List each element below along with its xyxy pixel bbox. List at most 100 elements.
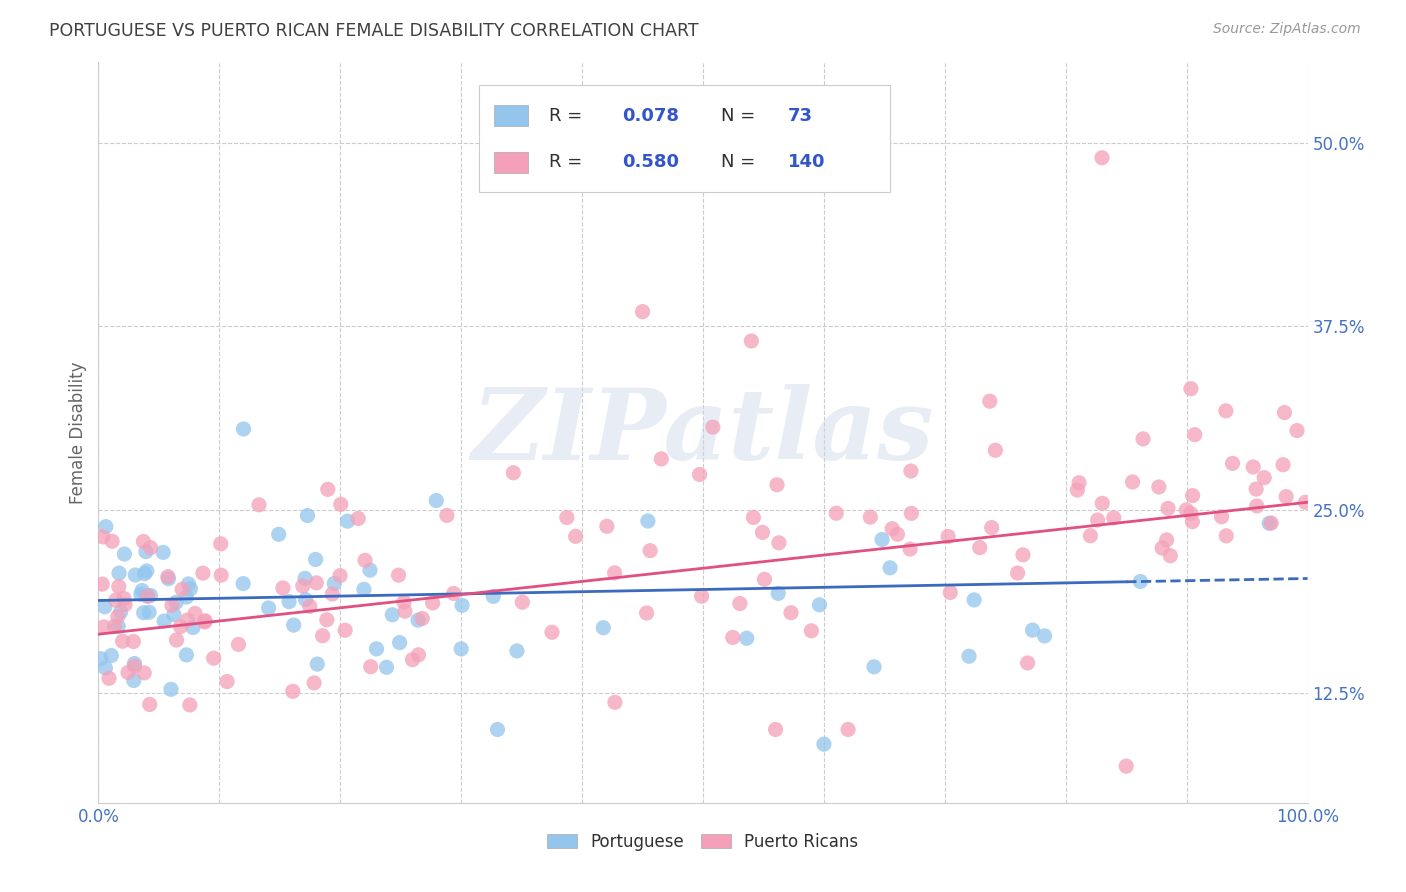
Point bbox=[163, 607, 186, 622]
Point bbox=[91, 530, 114, 544]
Point bbox=[165, 595, 187, 609]
Point bbox=[135, 589, 157, 603]
Point bbox=[321, 587, 343, 601]
Point bbox=[157, 572, 180, 586]
Point bbox=[160, 682, 183, 697]
Point bbox=[1017, 656, 1039, 670]
Point bbox=[1066, 483, 1088, 497]
Point bbox=[302, 676, 325, 690]
Text: 0.078: 0.078 bbox=[621, 107, 679, 125]
Point bbox=[179, 582, 201, 596]
Point bbox=[304, 552, 326, 566]
Point bbox=[1222, 456, 1244, 470]
Text: 73: 73 bbox=[787, 107, 813, 125]
Text: ZIPatlas: ZIPatlas bbox=[472, 384, 934, 481]
Point bbox=[882, 522, 904, 536]
Point bbox=[177, 577, 200, 591]
Point bbox=[1147, 480, 1170, 494]
Point bbox=[898, 542, 921, 557]
Point bbox=[1253, 470, 1275, 484]
Point bbox=[1067, 475, 1090, 490]
Point bbox=[1007, 566, 1029, 580]
Point bbox=[232, 576, 254, 591]
Point bbox=[381, 607, 404, 622]
Point bbox=[780, 606, 803, 620]
Point bbox=[702, 420, 724, 434]
Point bbox=[267, 527, 290, 541]
Point bbox=[209, 568, 232, 582]
Point bbox=[323, 576, 346, 591]
Point bbox=[768, 536, 790, 550]
Point bbox=[298, 599, 321, 614]
Text: N =: N = bbox=[721, 153, 761, 171]
Point bbox=[631, 304, 654, 318]
Point bbox=[110, 605, 132, 619]
Point bbox=[333, 624, 356, 638]
Point bbox=[1132, 432, 1154, 446]
Point bbox=[354, 553, 377, 567]
Point bbox=[1275, 490, 1298, 504]
Point bbox=[194, 614, 217, 628]
Point bbox=[482, 590, 505, 604]
Point bbox=[721, 631, 744, 645]
Point bbox=[94, 661, 117, 675]
Point bbox=[1260, 516, 1282, 530]
Point bbox=[837, 723, 859, 737]
Point bbox=[1215, 404, 1237, 418]
Point bbox=[360, 659, 382, 673]
Point bbox=[1241, 460, 1264, 475]
Point bbox=[596, 519, 619, 533]
Point bbox=[1091, 151, 1114, 165]
Point bbox=[443, 586, 465, 600]
Point bbox=[359, 563, 381, 577]
Point bbox=[1115, 759, 1137, 773]
Point bbox=[156, 569, 179, 583]
Text: PORTUGUESE VS PUERTO RICAN FEMALE DISABILITY CORRELATION CHART: PORTUGUESE VS PUERTO RICAN FEMALE DISABI… bbox=[49, 22, 699, 40]
Point bbox=[1246, 499, 1268, 513]
Point bbox=[247, 498, 270, 512]
Point bbox=[132, 534, 155, 549]
Point bbox=[138, 605, 160, 619]
Point bbox=[879, 561, 901, 575]
Point bbox=[311, 629, 333, 643]
Point bbox=[765, 723, 787, 737]
Point bbox=[232, 422, 254, 436]
Point bbox=[1102, 511, 1125, 525]
Point bbox=[316, 483, 339, 497]
Point bbox=[510, 595, 533, 609]
Point bbox=[1244, 482, 1267, 496]
Point bbox=[111, 634, 134, 648]
Point bbox=[1021, 623, 1043, 637]
Point bbox=[181, 621, 204, 635]
Point bbox=[166, 633, 188, 648]
Point bbox=[122, 634, 145, 648]
Point bbox=[1156, 533, 1178, 547]
Point bbox=[979, 394, 1001, 409]
Point bbox=[136, 589, 159, 603]
Point bbox=[1175, 503, 1198, 517]
Point bbox=[1294, 495, 1316, 509]
Point bbox=[900, 507, 922, 521]
Point bbox=[422, 596, 444, 610]
Point bbox=[1152, 541, 1174, 555]
Point bbox=[91, 577, 114, 591]
Point bbox=[294, 571, 316, 585]
Point bbox=[153, 614, 176, 628]
Legend: Portuguese, Puerto Ricans: Portuguese, Puerto Ricans bbox=[541, 826, 865, 857]
Point bbox=[139, 589, 162, 603]
Point bbox=[984, 443, 1007, 458]
Point bbox=[825, 506, 848, 520]
Point bbox=[638, 543, 661, 558]
Point bbox=[408, 648, 430, 662]
Point bbox=[1274, 406, 1296, 420]
Point bbox=[297, 508, 319, 523]
Point bbox=[1211, 509, 1233, 524]
Point bbox=[689, 467, 711, 482]
Text: 0.580: 0.580 bbox=[621, 153, 679, 171]
Point bbox=[271, 581, 294, 595]
Point bbox=[506, 644, 529, 658]
Y-axis label: Female Disability: Female Disability bbox=[69, 361, 87, 504]
Point bbox=[124, 568, 146, 582]
Point bbox=[980, 520, 1002, 534]
Text: Source: ZipAtlas.com: Source: ZipAtlas.com bbox=[1213, 22, 1361, 37]
